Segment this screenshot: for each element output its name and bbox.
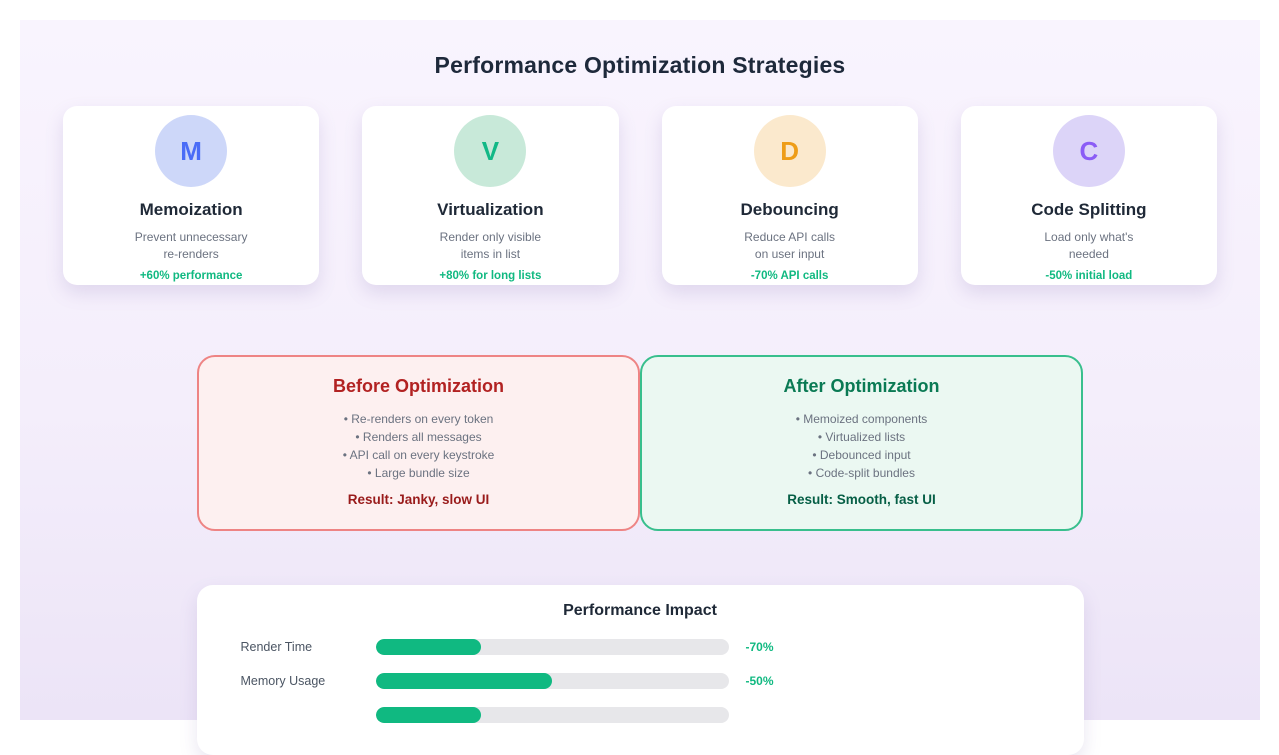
debouncing-icon-badge: D [753,115,826,187]
progress-bar-fill [375,639,482,655]
list-item: Re-renders on every token [199,410,638,428]
impact-row-memory-usage: Memory Usage -50% [197,664,1084,698]
strategy-card-debouncing: D Debouncing Reduce API calls on user in… [661,106,918,285]
impact-row-third [197,698,1084,732]
before-title: Before Optimization [332,376,504,396]
code-splitting-icon-badge: C [1052,115,1125,187]
bar-value: -70% [745,640,774,654]
memoization-letter-icon: M [180,135,202,166]
progress-bar-fill [375,707,482,723]
before-optimization-box: Before Optimization Re-renders on every … [197,355,640,531]
virtualization-letter-icon: V [481,135,500,166]
bar-value: -50% [745,674,774,688]
list-item: Memoized components [642,410,1081,428]
card-stat: +60% performance [139,270,243,282]
progress-bar-fill [375,673,552,689]
code-splitting-letter-icon: C [1079,135,1099,166]
card-title: Debouncing [740,200,839,219]
page-title: Performance Optimization Strategies [434,52,846,78]
list-item: Large bundle size [199,464,638,482]
after-optimization-box: After Optimization Memoized components V… [640,355,1083,531]
strategy-card-memoization: M Memoization Prevent unnecessary re-ren… [63,106,320,285]
performance-impact-card: Performance Impact Render Time -70% Memo… [196,585,1084,755]
before-result: Result: Janky, slow UI [347,492,490,507]
card-description: Render only visible items in list [439,230,542,261]
virtualization-icon-badge: V [454,115,527,187]
after-items-list: Memoized components Virtualized lists De… [642,410,1081,482]
card-stat: +80% for long lists [439,270,542,282]
card-title: Virtualization [437,200,544,219]
progress-bar-track [375,707,729,723]
impact-row-render-time: Render Time -70% [197,630,1084,664]
strategy-card-code-splitting: C Code Splitting Load only what's needed… [960,106,1217,285]
performance-impact-title: Performance Impact [563,602,717,619]
card-description: Load only what's needed [1044,230,1134,261]
list-item: Debounced input [642,446,1081,464]
after-title: After Optimization [783,376,940,396]
card-stat: -50% initial load [1045,270,1133,282]
strategy-card-virtualization: V Virtualization Render only visible ite… [362,106,619,285]
list-item: API call on every keystroke [199,446,638,464]
card-description: Reduce API calls on user input [744,230,835,261]
progress-bar-track [375,639,729,655]
card-title: Code Splitting [1031,200,1147,219]
card-description: Prevent unnecessary re-renders [134,230,248,261]
memoization-icon-badge: M [155,115,228,187]
bar-label: Memory Usage [240,674,326,688]
debouncing-letter-icon: D [780,135,800,166]
card-stat: -70% API calls [750,270,829,282]
after-result: Result: Smooth, fast UI [787,492,936,507]
before-after-comparison: Before Optimization Re-renders on every … [197,355,1083,531]
impact-rows: Render Time -70% Memory Usage -50% [197,630,1084,732]
list-item: Renders all messages [199,428,638,446]
bar-label: Render Time [240,640,313,654]
before-items-list: Re-renders on every token Renders all me… [199,410,638,482]
strategy-cards-row: M Memoization Prevent unnecessary re-ren… [63,106,1217,285]
progress-bar-track [375,673,729,689]
card-title: Memoization [139,200,243,219]
list-item: Virtualized lists [642,428,1081,446]
list-item: Code-split bundles [642,464,1081,482]
page-panel: Performance Optimization Strategies M Me… [20,20,1260,755]
